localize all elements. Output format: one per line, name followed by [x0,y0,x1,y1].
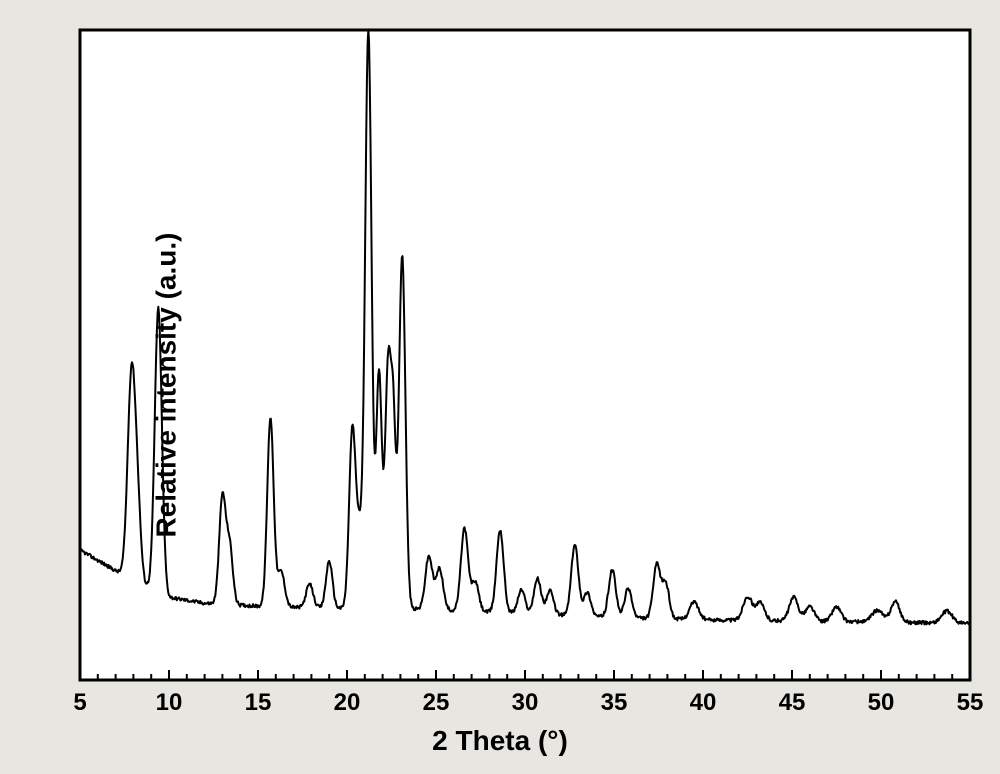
svg-text:40: 40 [690,689,717,716]
svg-text:30: 30 [512,689,539,716]
svg-text:15: 15 [245,689,272,716]
svg-text:35: 35 [601,689,628,716]
svg-text:50: 50 [868,689,895,716]
svg-text:5: 5 [73,689,86,716]
svg-text:45: 45 [779,689,806,716]
x-axis-label: 2 Theta (°) [432,725,568,757]
svg-text:25: 25 [423,689,450,716]
y-axis-label: Relative intensity (a.u.) [150,232,182,537]
xrd-chart: 5 10 15 20 25 30 35 40 45 50 55 Relative intensity… [0,0,1000,769]
svg-text:20: 20 [334,689,361,716]
svg-text:55: 55 [957,689,984,716]
svg-text:10: 10 [156,689,183,716]
